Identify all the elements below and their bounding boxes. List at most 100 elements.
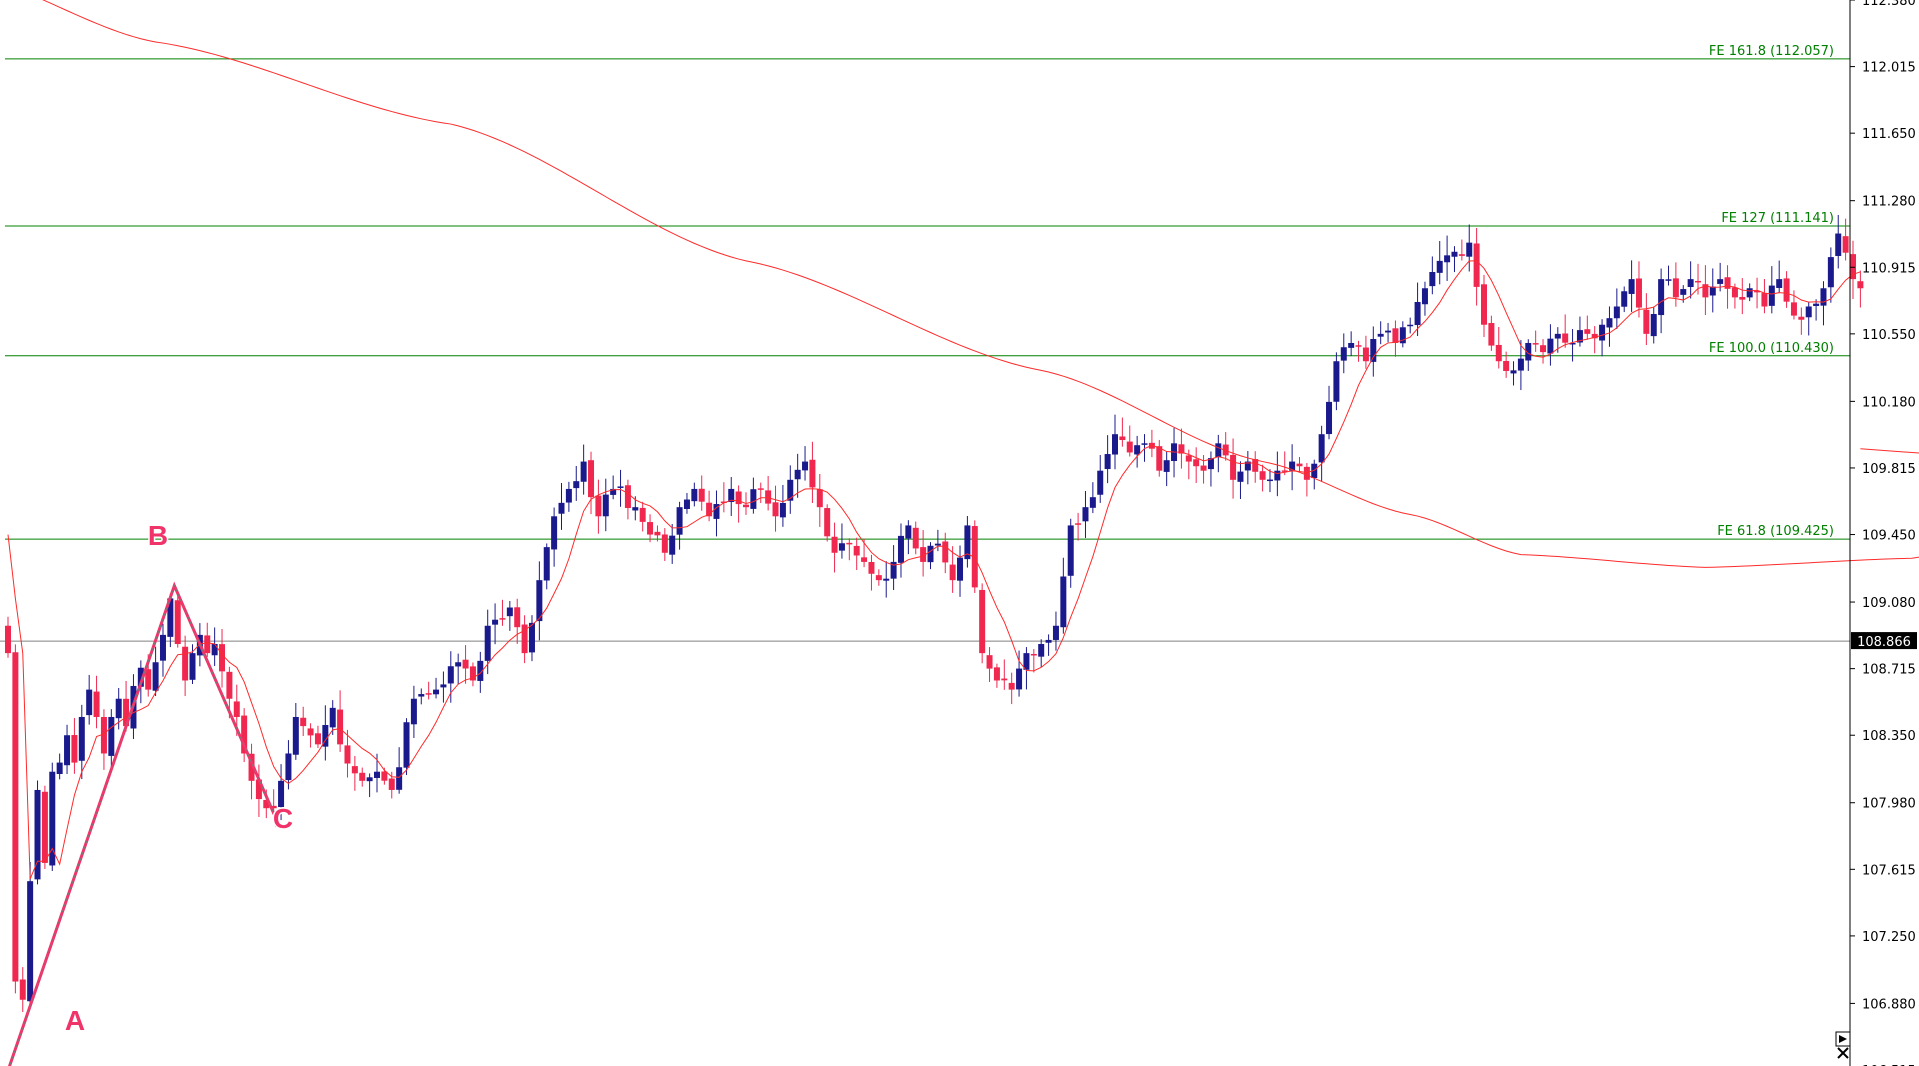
axis-tick-label: 109.815 [1862, 462, 1916, 477]
candle [514, 598, 521, 644]
moving-average-fast [7, 260, 1861, 880]
candle [1599, 319, 1606, 357]
candle [846, 538, 853, 561]
candle [979, 583, 986, 664]
candle [1458, 239, 1465, 261]
candle [329, 700, 336, 735]
axis-tick-label: 106.515 [1862, 1064, 1916, 1066]
candle [1119, 417, 1126, 447]
candle [551, 507, 558, 567]
scroll-corner-widget[interactable] [1835, 1031, 1851, 1059]
candle [1333, 352, 1340, 411]
candle [875, 569, 882, 586]
candle [425, 681, 432, 700]
candle [1687, 261, 1694, 299]
candle [920, 530, 927, 577]
candle [1252, 451, 1259, 483]
candle [152, 646, 159, 697]
candle [1200, 455, 1207, 484]
candle [558, 483, 565, 530]
candle [1178, 428, 1185, 469]
candle [691, 482, 698, 507]
candle [735, 485, 742, 523]
candle [1193, 447, 1200, 483]
candle [499, 599, 506, 626]
candle [1813, 299, 1820, 321]
candle [1621, 286, 1628, 313]
candle [1540, 339, 1547, 364]
candle [174, 591, 181, 648]
candle [1281, 451, 1288, 476]
candle [1370, 326, 1377, 377]
candle [757, 482, 764, 504]
candle [1857, 270, 1864, 308]
fib-level-label: FE 100.0 (110.430) [1709, 341, 1834, 356]
slow-ma-line [42, 0, 1919, 568]
candle [676, 501, 683, 550]
candle [683, 492, 690, 514]
candle [1089, 482, 1096, 514]
axis-tick-label: 109.450 [1862, 529, 1916, 544]
candle [159, 623, 166, 677]
axis-tick-label: 112.015 [1862, 61, 1916, 76]
candle [698, 475, 705, 511]
candle [580, 444, 587, 495]
candle [1156, 439, 1163, 477]
candle [1672, 262, 1679, 307]
axis-tick-label: 110.180 [1862, 395, 1916, 410]
candle [1746, 283, 1753, 302]
candle [241, 708, 248, 763]
candle [1126, 425, 1133, 457]
candle [765, 475, 772, 511]
fast-ma-line [7, 260, 1861, 880]
candle [204, 622, 211, 658]
candle [573, 465, 580, 501]
candle [1230, 438, 1237, 499]
candle [167, 593, 174, 648]
abc-pattern: A B C [7, 519, 295, 1066]
candle [809, 441, 816, 504]
candle [1488, 315, 1495, 351]
candle [750, 477, 757, 514]
candle [477, 651, 484, 693]
candle [1340, 333, 1347, 374]
axis-tick-label: 108.350 [1862, 729, 1916, 744]
candle [720, 482, 727, 513]
candle [728, 477, 735, 517]
candle [1355, 340, 1362, 362]
candle [1776, 260, 1783, 293]
candle [647, 514, 654, 543]
candle [528, 615, 535, 662]
candle [1148, 429, 1155, 458]
candle [41, 785, 48, 869]
candle [1842, 218, 1849, 261]
candle [219, 628, 226, 688]
candle [1067, 518, 1074, 588]
candle [831, 522, 838, 573]
candle [1414, 282, 1421, 336]
candle [1429, 256, 1436, 295]
wave-label-c: C [273, 803, 293, 834]
candle [1761, 278, 1768, 314]
candle [1112, 414, 1118, 470]
candle [211, 627, 218, 666]
candle [314, 725, 321, 749]
abc-dotted-guide [9, 584, 278, 1066]
arrow-head-icon [273, 814, 288, 829]
candle [300, 706, 307, 736]
candle [971, 520, 978, 593]
candle [1517, 340, 1524, 391]
candle [1827, 247, 1834, 303]
candle [1606, 306, 1613, 347]
candle [1075, 512, 1082, 541]
candle [440, 671, 447, 703]
candle [588, 451, 595, 515]
candle [1289, 444, 1296, 491]
candle [1348, 331, 1355, 357]
candle [1436, 241, 1443, 285]
candle [1805, 302, 1812, 336]
candle [713, 490, 720, 537]
candle [71, 717, 78, 774]
candle [1709, 268, 1716, 313]
candle [1739, 278, 1746, 315]
